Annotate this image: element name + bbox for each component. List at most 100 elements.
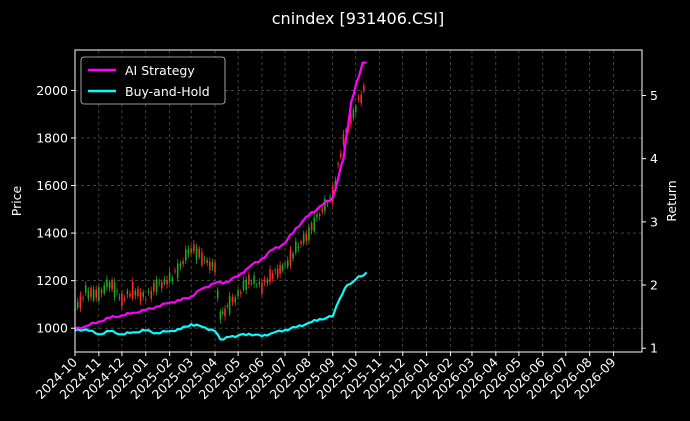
candle-body <box>206 260 208 264</box>
candle-body <box>203 258 206 260</box>
candle-body <box>79 295 82 309</box>
price-candles <box>74 82 365 324</box>
candle-body <box>182 261 184 265</box>
left-tick-label: 1200 <box>36 273 68 288</box>
left-tick-label: 1400 <box>36 226 68 241</box>
y-axis-title-left: Price <box>9 185 24 216</box>
candle-body <box>237 290 239 297</box>
candle-body <box>350 114 352 125</box>
candle-body <box>269 269 271 283</box>
candle-body <box>255 284 258 286</box>
candle-body <box>337 163 339 165</box>
candle-body <box>253 275 255 284</box>
candle-body <box>245 279 247 291</box>
candle-body <box>142 292 144 297</box>
candle-body <box>87 291 90 299</box>
candle-body <box>297 246 300 248</box>
candle-body <box>139 292 142 302</box>
left-tick-label: 1800 <box>36 130 68 145</box>
candle-body <box>224 308 226 317</box>
right-tick-label: 2 <box>650 278 658 293</box>
right-tick-label: 4 <box>650 151 658 166</box>
right-tick-label: 3 <box>650 214 658 229</box>
candle-body <box>263 279 266 283</box>
candle-body <box>289 249 292 266</box>
candle-body <box>211 262 214 267</box>
legend-box <box>80 56 226 105</box>
candle-body <box>82 297 84 299</box>
candle-body <box>179 263 182 267</box>
candle-body <box>160 282 163 289</box>
candle-body <box>216 290 219 299</box>
candle-body <box>242 280 245 290</box>
candle-body <box>284 263 286 265</box>
candle-body <box>214 262 216 273</box>
candle-body <box>150 290 152 299</box>
candle-body <box>219 311 222 320</box>
candle-body <box>168 272 171 282</box>
candle-body <box>352 109 355 118</box>
candle-body <box>357 97 360 100</box>
candle-body <box>95 289 98 298</box>
candle-body <box>318 214 321 217</box>
candle-body <box>166 280 168 285</box>
candle-body <box>100 289 103 294</box>
candle-body <box>258 282 261 284</box>
y-axis-title-right: Return <box>664 180 679 221</box>
candle-body <box>126 290 129 295</box>
candle-body <box>123 298 126 300</box>
candle-body <box>266 279 269 284</box>
left-tick-label: 1000 <box>36 321 68 336</box>
candle-body <box>226 305 229 307</box>
candle-body <box>174 270 176 272</box>
candle-body <box>108 282 111 288</box>
candle-body <box>155 279 158 292</box>
candle-body <box>316 213 318 218</box>
right-y-axis: 1 2 3 4 5 <box>642 88 658 356</box>
candle-body <box>195 246 198 260</box>
candle-body <box>171 277 174 281</box>
candle-body <box>294 241 297 253</box>
candle-body <box>131 281 134 299</box>
left-tick-label: 1600 <box>36 178 68 193</box>
candle-body <box>111 280 113 290</box>
candle-body <box>147 291 150 293</box>
plot-frame <box>74 49 643 353</box>
candle-body <box>134 290 137 296</box>
candle-body <box>324 198 326 211</box>
candle-body <box>326 202 329 204</box>
candle-body <box>193 244 195 252</box>
candle-body <box>261 282 263 294</box>
candle-body <box>129 293 131 297</box>
candle-body <box>334 180 337 186</box>
candle-body <box>176 263 179 279</box>
candle-body <box>187 248 190 254</box>
candle-body <box>231 297 234 302</box>
candle-body <box>90 287 92 297</box>
candle-body <box>310 223 313 231</box>
candle-body <box>279 264 281 274</box>
candle-body <box>163 279 166 284</box>
candle-body <box>116 290 118 292</box>
candle-body <box>345 129 347 133</box>
candle-body <box>292 253 294 259</box>
series-line-strategy <box>74 61 367 331</box>
candle-body <box>208 261 211 271</box>
candle-body <box>329 197 331 199</box>
candle-body <box>363 85 365 90</box>
candle-body <box>281 265 284 271</box>
candle-body <box>121 293 123 307</box>
candle-body <box>300 241 302 245</box>
candle-body <box>239 292 242 294</box>
candle-body <box>286 260 289 267</box>
candle-body <box>313 217 316 232</box>
chart-title: cnindex [931406.CSI] <box>272 9 445 28</box>
candle-body <box>158 282 160 284</box>
left-tick-label: 2000 <box>36 83 68 98</box>
candle-body <box>190 248 192 253</box>
candle-body <box>355 106 357 112</box>
legend: AI Strategy Buy-and-Hold <box>80 56 226 105</box>
legend-label-strategy: AI Strategy <box>125 63 195 78</box>
candle-body <box>98 287 100 301</box>
